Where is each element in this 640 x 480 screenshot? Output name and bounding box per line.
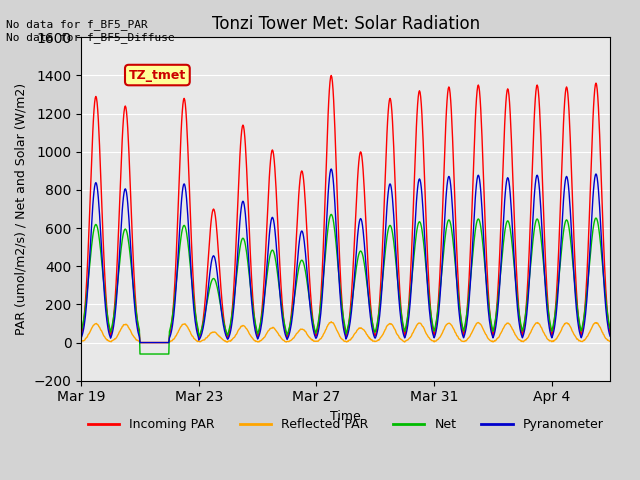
Net: [136, 351, 144, 357]
Pyranometer: [506, 184, 513, 190]
Net: [299, 258, 307, 264]
Net: [328, 212, 335, 217]
Text: No data for f_BF5_PAR
No data for f_BF5_Diffuse: No data for f_BF5_PAR No data for f_BF5_…: [6, 19, 175, 43]
Incoming PAR: [270, 157, 278, 163]
Line: Net: Net: [81, 215, 610, 354]
Text: TZ_tmet: TZ_tmet: [129, 69, 186, 82]
Pyranometer: [136, 340, 144, 346]
Reflected PAR: [270, 325, 278, 331]
Y-axis label: PAR (umol/m2/s) / Net and Solar (W/m2): PAR (umol/m2/s) / Net and Solar (W/m2): [15, 83, 28, 335]
Incoming PAR: [606, 330, 614, 336]
Net: [202, 304, 210, 310]
Pyranometer: [328, 166, 335, 172]
Line: Reflected PAR: Reflected PAR: [81, 322, 610, 343]
Reflected PAR: [506, 321, 513, 327]
Reflected PAR: [202, 335, 210, 341]
Line: Incoming PAR: Incoming PAR: [81, 75, 610, 343]
Incoming PAR: [96, 158, 104, 164]
Net: [77, 329, 85, 335]
Pyranometer: [299, 229, 307, 235]
Reflected PAR: [378, 333, 386, 338]
Incoming PAR: [506, 100, 513, 106]
Reflected PAR: [606, 338, 614, 344]
Incoming PAR: [328, 72, 335, 78]
Incoming PAR: [299, 169, 307, 175]
Title: Tonzi Tower Met: Solar Radiation: Tonzi Tower Met: Solar Radiation: [212, 15, 479, 33]
Net: [270, 251, 278, 256]
Net: [606, 326, 614, 332]
Net: [96, 243, 104, 249]
Incoming PAR: [136, 340, 144, 346]
Pyranometer: [270, 221, 278, 227]
Pyranometer: [96, 221, 104, 227]
X-axis label: Time: Time: [330, 410, 361, 423]
Reflected PAR: [77, 339, 85, 345]
Reflected PAR: [96, 326, 104, 332]
Reflected PAR: [136, 340, 144, 346]
Net: [378, 281, 386, 287]
Reflected PAR: [299, 326, 307, 332]
Pyranometer: [202, 304, 210, 310]
Net: [506, 222, 513, 228]
Line: Pyranometer: Pyranometer: [81, 169, 610, 343]
Pyranometer: [378, 284, 386, 289]
Incoming PAR: [202, 285, 210, 290]
Pyranometer: [606, 333, 614, 339]
Pyranometer: [77, 335, 85, 341]
Incoming PAR: [378, 253, 386, 259]
Incoming PAR: [77, 333, 85, 338]
Reflected PAR: [328, 319, 335, 324]
Legend: Incoming PAR, Reflected PAR, Net, Pyranometer: Incoming PAR, Reflected PAR, Net, Pyrano…: [83, 413, 609, 436]
